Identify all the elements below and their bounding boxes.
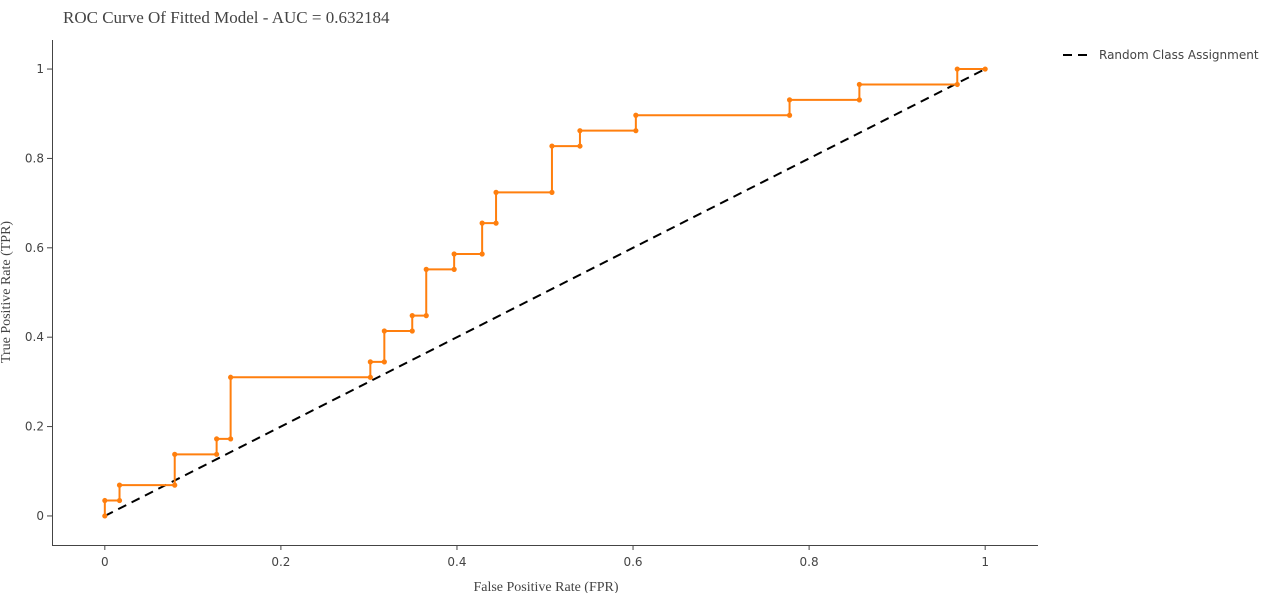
y-axis-title: True Positive Rate (TPR) [0, 221, 14, 364]
roc-point[interactable] [856, 81, 862, 88]
roc-point[interactable] [423, 313, 429, 319]
legend-label-random: Random Class Assignment [1099, 48, 1259, 62]
chart-title: ROC Curve Of Fitted Model - AUC = 0.6321… [63, 8, 390, 27]
roc-point[interactable] [214, 451, 220, 457]
roc-point[interactable] [172, 451, 178, 457]
roc-point[interactable] [381, 328, 387, 334]
roc-point[interactable] [409, 328, 415, 334]
y-tick-label: 1 [36, 62, 44, 76]
roc-point[interactable] [577, 128, 583, 134]
roc-point[interactable] [172, 482, 178, 488]
x-axis-title: False Positive Rate (FPR) [473, 580, 618, 593]
roc-point[interactable] [228, 436, 234, 442]
x-tick-label: 1 [981, 555, 989, 569]
roc-point[interactable] [633, 112, 639, 118]
roc-point[interactable] [633, 128, 639, 134]
plot-area [102, 66, 988, 519]
roc-point[interactable] [228, 374, 234, 380]
series-line-roc [103, 68, 986, 516]
roc-point[interactable] [954, 66, 960, 72]
roc-point[interactable] [493, 220, 499, 226]
roc-point[interactable] [856, 97, 862, 103]
legend[interactable]: Random Class Assignment [1063, 48, 1259, 62]
roc-point[interactable] [954, 81, 960, 88]
roc-point[interactable] [409, 313, 415, 319]
x-tick-label: 0.2 [271, 555, 290, 569]
x-tick-label: 0 [101, 555, 109, 569]
x-axis-ticks: 0 0.2 0.4 0.6 0.8 1 [101, 545, 989, 569]
y-tick-label: 0 [36, 509, 44, 523]
roc-point[interactable] [102, 497, 108, 504]
roc-point[interactable] [577, 143, 583, 149]
y-tick-label: 0.6 [25, 241, 44, 255]
roc-point[interactable] [367, 374, 373, 380]
roc-point[interactable] [786, 97, 793, 103]
y-tick-label: 0.4 [25, 330, 44, 344]
roc-point[interactable] [493, 189, 499, 195]
roc-point[interactable] [982, 66, 988, 72]
x-tick-label: 0.4 [447, 555, 466, 569]
roc-point[interactable] [102, 513, 108, 519]
roc-point[interactable] [549, 143, 555, 149]
y-tick-label: 0.2 [25, 420, 44, 434]
roc-point[interactable] [479, 220, 485, 226]
x-tick-label: 0.6 [623, 555, 642, 569]
roc-point[interactable] [116, 497, 123, 504]
roc-point[interactable] [214, 436, 220, 442]
roc-point[interactable] [423, 266, 429, 272]
roc-point[interactable] [367, 359, 373, 365]
roc-point[interactable] [116, 482, 123, 488]
roc-point[interactable] [381, 359, 387, 365]
roc-point[interactable] [479, 251, 485, 257]
x-tick-label: 0.8 [800, 555, 819, 569]
roc-point[interactable] [549, 189, 555, 195]
roc-point[interactable] [451, 251, 457, 257]
roc-point[interactable] [451, 266, 457, 272]
roc-point[interactable] [786, 112, 793, 118]
y-axis-ticks: 0 0.2 0.4 0.6 0.8 1 [25, 62, 52, 523]
series-line-random [104, 68, 986, 517]
y-tick-label: 0.8 [25, 151, 44, 165]
